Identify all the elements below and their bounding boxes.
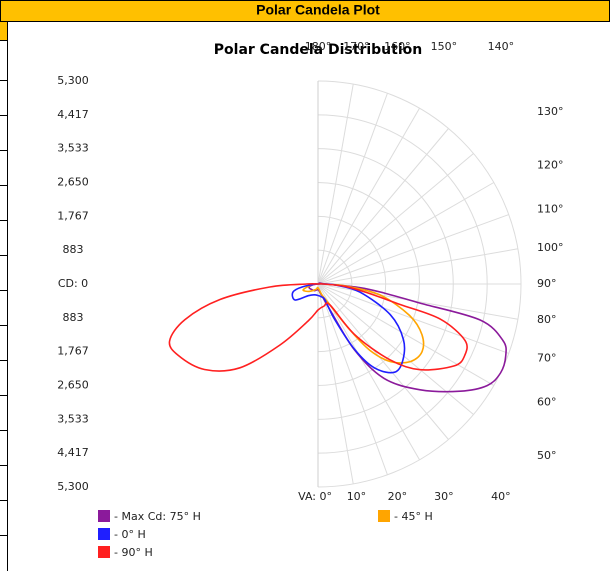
grid-spoke bbox=[317, 182, 495, 285]
angle-tick-label: 20° bbox=[388, 490, 408, 503]
legend-swatch bbox=[98, 510, 110, 522]
r-tick-label: CD: 0 bbox=[58, 277, 88, 290]
angle-tick-label: 180° bbox=[305, 40, 332, 53]
grid-spoke bbox=[317, 283, 519, 320]
angle-tick-label: 150° bbox=[431, 40, 458, 53]
series-curve bbox=[291, 282, 406, 374]
grid-spoke bbox=[317, 283, 388, 475]
angle-tick-label: 170° bbox=[343, 40, 370, 53]
angle-tick-label: 40° bbox=[491, 490, 511, 503]
r-tick-label: 2,650 bbox=[57, 379, 89, 392]
grid-spoke bbox=[317, 283, 420, 461]
grid-spoke bbox=[317, 283, 449, 440]
angle-tick-label: 110° bbox=[537, 202, 564, 215]
grid-spoke bbox=[317, 214, 509, 285]
angle-tick-label: 60° bbox=[537, 395, 557, 408]
r-tick-label: 5,300 bbox=[57, 74, 89, 87]
grid-spoke bbox=[317, 248, 519, 285]
angle-tick-label: 140° bbox=[488, 40, 515, 53]
r-tick-label: 4,417 bbox=[57, 108, 89, 121]
grid-spoke bbox=[317, 153, 474, 285]
grid-spoke bbox=[317, 128, 449, 285]
angle-tick-label: 50° bbox=[537, 449, 557, 462]
angle-tick-label: 30° bbox=[434, 490, 454, 503]
angle-tick-label: 10° bbox=[347, 490, 367, 503]
r-tick-label: 3,533 bbox=[57, 412, 89, 425]
angle-tick-label: 160° bbox=[384, 40, 411, 53]
r-tick-label: 1,767 bbox=[57, 345, 89, 358]
r-tick-label: 4,417 bbox=[57, 446, 89, 459]
legend-swatch bbox=[378, 510, 390, 522]
legend-label: - Max Cd: 75° H bbox=[114, 510, 201, 523]
angle-tick-label: 130° bbox=[537, 105, 564, 118]
grid-spoke bbox=[317, 283, 354, 485]
angle-tick-label: 120° bbox=[537, 159, 564, 172]
left-cell-borders bbox=[0, 40, 8, 536]
grid-spoke bbox=[317, 93, 388, 285]
grid-spoke bbox=[317, 283, 474, 415]
series-curve bbox=[168, 282, 468, 372]
grid-spoke bbox=[317, 107, 420, 285]
r-tick-label: 2,650 bbox=[57, 176, 89, 189]
header-title: Polar Candela Plot bbox=[256, 2, 380, 18]
r-tick-label: 883 bbox=[63, 311, 84, 324]
grid-spoke bbox=[317, 283, 495, 386]
legend-label: - 0° H bbox=[114, 528, 146, 541]
grid-spoke bbox=[317, 83, 354, 285]
r-tick-label: 5,300 bbox=[57, 480, 89, 493]
angle-tick-label: 90° bbox=[537, 277, 557, 290]
angle-tick-label: 70° bbox=[537, 352, 557, 365]
angle-tick-label: 100° bbox=[537, 241, 564, 254]
legend-swatch bbox=[98, 528, 110, 540]
r-tick-label: 1,767 bbox=[57, 209, 89, 222]
angle-tick-label: 80° bbox=[537, 313, 557, 326]
legend-label: - 90° H bbox=[114, 546, 153, 559]
legend-swatch bbox=[98, 546, 110, 558]
angle-tick-label: VA: 0° bbox=[298, 490, 332, 503]
r-tick-label: 883 bbox=[63, 243, 84, 256]
header-corner bbox=[0, 22, 8, 40]
chart-title: Polar Candela Distribution bbox=[214, 42, 422, 58]
legend-label: - 45° H bbox=[394, 510, 433, 523]
r-tick-label: 3,533 bbox=[57, 142, 89, 155]
